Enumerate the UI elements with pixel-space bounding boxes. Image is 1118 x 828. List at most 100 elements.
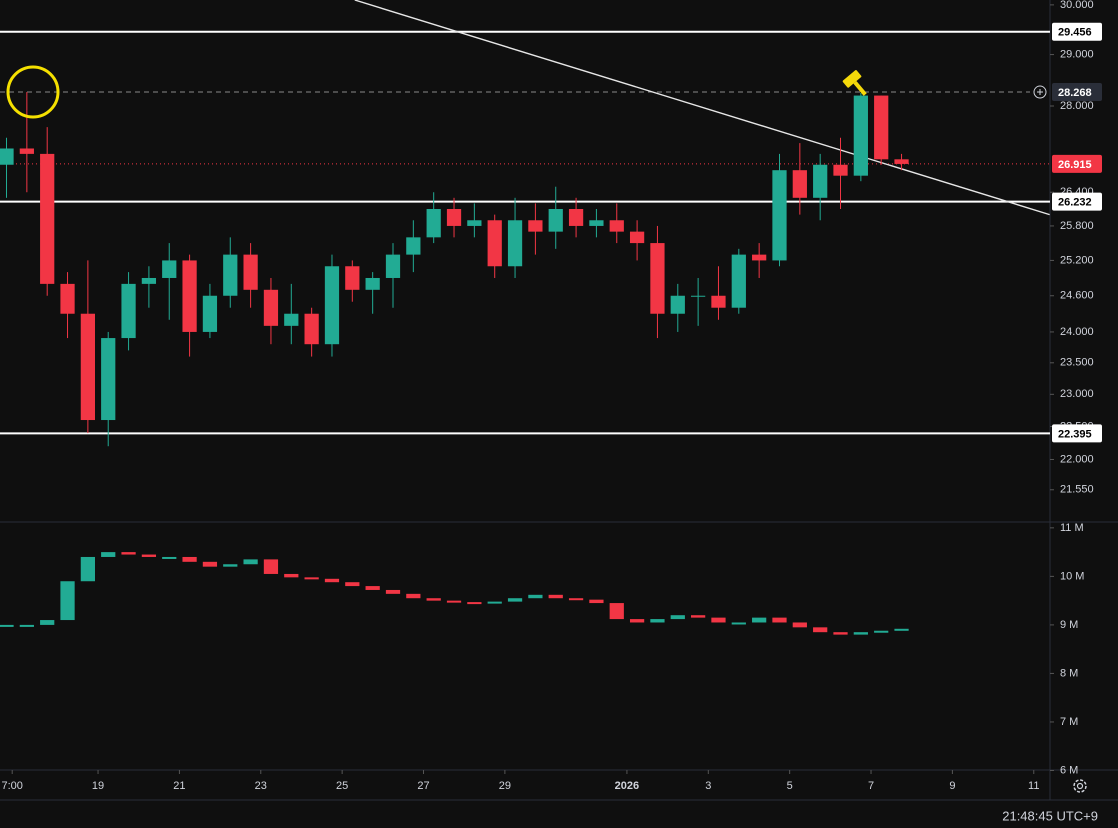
indicator-bar <box>813 627 828 633</box>
x-tick-label: 7 <box>868 780 874 792</box>
indicator-bar <box>853 632 868 635</box>
candle-body <box>731 254 746 308</box>
indicator-bar <box>609 603 624 620</box>
add-alert-icon <box>1033 85 1047 99</box>
candle-body <box>548 208 563 232</box>
candle-body <box>284 313 299 326</box>
x-tick-label: 27 <box>417 780 429 792</box>
indicator-bar <box>711 617 726 623</box>
indicator-bar <box>874 630 889 633</box>
candle-body <box>711 295 726 308</box>
indicator-bar <box>752 617 767 623</box>
indicator-bar <box>894 628 909 631</box>
x-tick-label: 25 <box>336 780 348 792</box>
candle-body <box>752 254 767 261</box>
high-marker-box <box>1052 83 1102 102</box>
indicator-bar <box>345 582 360 587</box>
candle-body <box>19 148 34 154</box>
y-tick-label: 11 M <box>1060 522 1084 534</box>
gavel-icon <box>842 70 867 96</box>
indicator-bar <box>507 598 523 602</box>
candle-body <box>609 220 624 232</box>
candle-body <box>874 95 889 160</box>
candle-body <box>670 295 685 314</box>
axes: 30.00029.00028.00026.40025.80025.20024.6… <box>1 0 1102 792</box>
indicator-bar <box>284 573 299 578</box>
indicator-bar <box>691 615 706 618</box>
candle-body <box>202 295 218 332</box>
settings-icon[interactable] <box>1073 779 1087 793</box>
indicator-bar <box>202 561 218 567</box>
indicator-bar <box>589 599 604 604</box>
candle-body <box>304 313 319 345</box>
level-label: 26.232 <box>1058 197 1092 209</box>
x-tick-label: 21 <box>173 780 185 792</box>
price-pane <box>0 0 1050 447</box>
indicator-bar <box>406 593 421 599</box>
indicator-bar <box>0 624 14 627</box>
indicator-bar <box>487 601 502 604</box>
indicator-bar <box>772 617 787 623</box>
candle-body <box>345 266 360 290</box>
candle-body <box>528 220 543 232</box>
indicator-bar <box>40 620 55 625</box>
x-tick-label: 2026 <box>615 780 639 792</box>
y-tick-label: 25.800 <box>1060 220 1094 232</box>
candle-body <box>182 260 197 332</box>
x-tick-label: 19 <box>92 780 104 792</box>
candle-body <box>792 170 807 198</box>
candle-body <box>589 220 604 226</box>
indicator-bar <box>385 589 401 594</box>
indicator-bar <box>528 594 543 599</box>
level-box <box>1052 424 1102 443</box>
candle-body <box>385 254 401 278</box>
indicator-bar <box>446 600 462 603</box>
indicator-bar <box>162 556 177 559</box>
candle-body <box>121 283 136 339</box>
y-tick-label: 9 M <box>1060 619 1078 631</box>
candle-body <box>0 148 14 165</box>
y-tick-label: 10 M <box>1060 570 1084 582</box>
candle-body <box>60 283 75 314</box>
indicator-bar <box>548 594 563 599</box>
indicator-bar <box>121 552 136 555</box>
y-tick-label: 22.000 <box>1060 453 1094 465</box>
level-label: 22.395 <box>1058 428 1092 440</box>
indicator-bar <box>223 564 238 567</box>
candle-body <box>162 260 177 278</box>
candle-body <box>223 254 238 296</box>
indicator-bar <box>568 598 584 601</box>
candle-body <box>853 95 868 176</box>
indicator-bar <box>141 554 157 557</box>
level-label: 29.456 <box>1058 27 1092 39</box>
last-price-box <box>1052 154 1102 173</box>
candle-body <box>507 220 523 267</box>
clock: 21:48:45 UTC+9 <box>1002 808 1098 823</box>
y-tick-label: 7 M <box>1060 716 1078 728</box>
y-tick-label: 21.550 <box>1060 484 1094 496</box>
y-tick-label: 25.200 <box>1060 254 1094 266</box>
candle-body <box>80 313 95 421</box>
indicator-bar <box>629 619 645 623</box>
add-alert-plus[interactable] <box>1037 89 1043 96</box>
indicator-bar <box>304 577 319 580</box>
indicator-bar <box>263 559 279 574</box>
indicator-bar <box>60 581 75 621</box>
level-box <box>1052 22 1102 41</box>
candle-body <box>833 164 848 176</box>
candle-body <box>263 289 279 326</box>
candle-body <box>691 295 706 297</box>
indicator-bar <box>182 556 197 562</box>
candle-body <box>324 266 340 345</box>
candle-body <box>629 231 645 244</box>
high-marker-label: 28.268 <box>1058 87 1092 99</box>
candle-body <box>446 208 462 226</box>
x-tick-label: 23 <box>255 780 267 792</box>
candle-body <box>772 170 787 261</box>
y-tick-label: 24.600 <box>1060 290 1094 302</box>
candle-body <box>243 254 258 290</box>
indicator-bar <box>243 559 258 565</box>
candle-body <box>467 220 482 226</box>
